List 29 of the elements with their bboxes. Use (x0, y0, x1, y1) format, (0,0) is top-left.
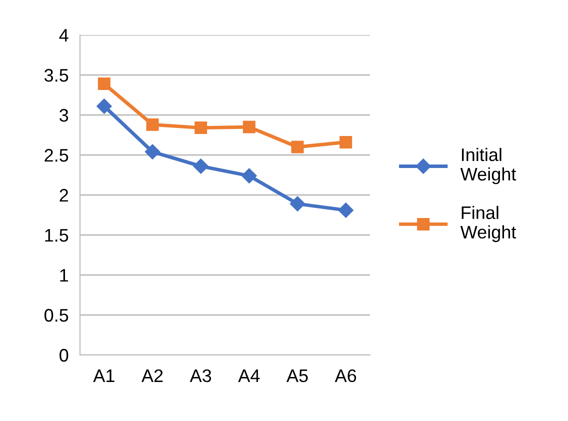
point (338, 202, 354, 218)
legend-label: Initial Weight (460, 148, 516, 184)
y-tick-label: 1.5 (45, 229, 68, 242)
point (144, 144, 160, 160)
point (340, 136, 352, 148)
point (193, 158, 208, 174)
x-tick-label: A6 (334, 369, 356, 382)
y-tick-label: 0.5 (44, 308, 68, 322)
x-tick-label: A3 (190, 369, 212, 382)
y-tick-label: 0 (60, 348, 68, 362)
point (242, 168, 257, 184)
y-tick-label: 3.5 (44, 68, 68, 82)
point (242, 120, 256, 134)
point (96, 98, 112, 114)
point (98, 78, 110, 90)
point (291, 140, 304, 154)
legend-label: Final Weight (460, 206, 516, 242)
y-tick-label: 2.5 (44, 148, 68, 162)
point (290, 196, 306, 212)
y-tick-label: 2 (60, 188, 68, 202)
y-tick-label: 4 (59, 29, 68, 42)
x-tick-label: A5 (286, 370, 308, 382)
x-tick-label: A2 (141, 369, 163, 382)
x-tick-label: A1 (93, 370, 114, 382)
point (146, 118, 159, 131)
point (194, 122, 208, 134)
x-tick-label: A4 (238, 370, 260, 382)
y-tick-label: 3 (60, 108, 68, 122)
y-tick-label: 1 (60, 269, 68, 282)
